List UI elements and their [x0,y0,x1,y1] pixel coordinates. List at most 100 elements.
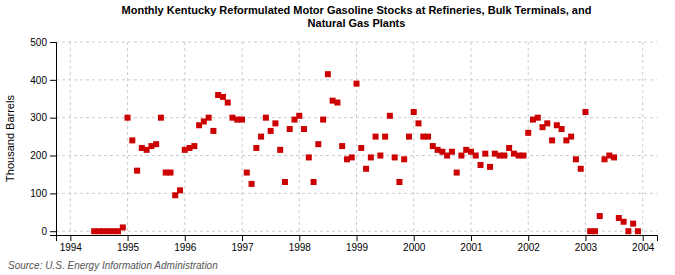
y-tick-label: 200 [30,150,47,161]
point [411,109,417,115]
point [325,71,331,77]
x-tick: 1998 [289,235,312,253]
grid [56,42,657,235]
point [401,156,407,162]
point [535,115,541,121]
y-tick-label: 0 [41,226,47,237]
point [349,154,355,160]
x-tick-mark [528,235,529,241]
x-tick-label: 1996 [174,242,197,253]
point [244,170,250,176]
y-tick: 0 [41,226,56,237]
point [311,179,317,185]
x-tick-label: 1994 [60,242,83,253]
x-grid-line [184,42,185,235]
y-grid-line [56,117,657,118]
point [454,170,460,176]
y-tick: 200 [30,150,56,161]
point [258,134,264,140]
x-tick-label: 2003 [575,242,598,253]
point [282,179,288,185]
x-tick: 1994 [60,235,83,253]
point [449,149,455,155]
point [373,134,379,140]
y-tick-label: 500 [30,37,47,48]
x-tick-mark [299,235,300,241]
point [239,117,245,123]
x-grid-line [242,42,243,235]
x-tick: 2001 [460,235,483,253]
title-line: Natural Gas Plants [308,17,406,29]
x-tick-label: 1998 [289,242,312,253]
point [559,126,565,132]
point [520,153,526,159]
point [458,153,464,159]
point [415,120,421,126]
point [578,166,584,172]
x-tick: 1999 [346,235,369,253]
point [315,141,321,147]
point [363,166,369,172]
point [158,115,164,121]
point [396,179,402,185]
point [177,187,183,193]
point [220,94,226,100]
point [268,128,274,134]
point [167,170,173,176]
point [382,134,388,140]
point [597,213,603,219]
y-tick: 300 [30,112,56,123]
x-tick: 2004 [632,235,655,253]
x-tick-label: 2001 [460,242,483,253]
x-tick: 2003 [575,235,598,253]
y-axis-line [50,43,57,236]
point [368,154,374,160]
x-grid-line [356,42,357,235]
x-tick-mark [128,235,129,241]
point [621,219,627,225]
y-tick: 100 [30,188,56,199]
point [125,115,131,121]
point [568,134,574,140]
point [478,162,484,168]
x-tick-label: 2000 [403,242,426,253]
x-tick-label: 1997 [231,242,254,253]
x-tick: 2002 [518,235,541,253]
y-tick-mark [50,156,56,157]
x-grid-line [585,42,586,235]
x-tick-mark [643,235,644,241]
point [287,126,293,132]
x-tick-label: 2002 [518,242,541,253]
point [120,224,126,230]
y-tick-mark [50,80,56,81]
point [277,147,283,153]
x-tick-mark [471,235,472,241]
point [306,154,312,160]
point [296,113,302,119]
x-grid-line [413,42,414,235]
y-tick: 500 [30,37,56,48]
point [301,126,307,132]
y-tick: 400 [30,75,56,86]
point [582,109,588,115]
x-grid-line [642,42,643,235]
point [482,151,488,157]
y-tick-mark [50,231,56,232]
point [210,128,216,134]
x-grid-line [528,42,529,235]
y-tick-mark [50,118,56,119]
point [225,100,231,106]
point [339,143,345,149]
points [91,71,641,234]
x-tick-label: 1995 [117,242,140,253]
x-tick-mark [414,235,415,241]
point [358,145,364,151]
point [525,130,531,136]
x-tick-mark [185,235,186,241]
point [630,221,636,227]
point [249,181,255,187]
point [354,81,360,87]
point [406,134,412,140]
x-axis-line [57,236,658,242]
point [377,153,383,159]
